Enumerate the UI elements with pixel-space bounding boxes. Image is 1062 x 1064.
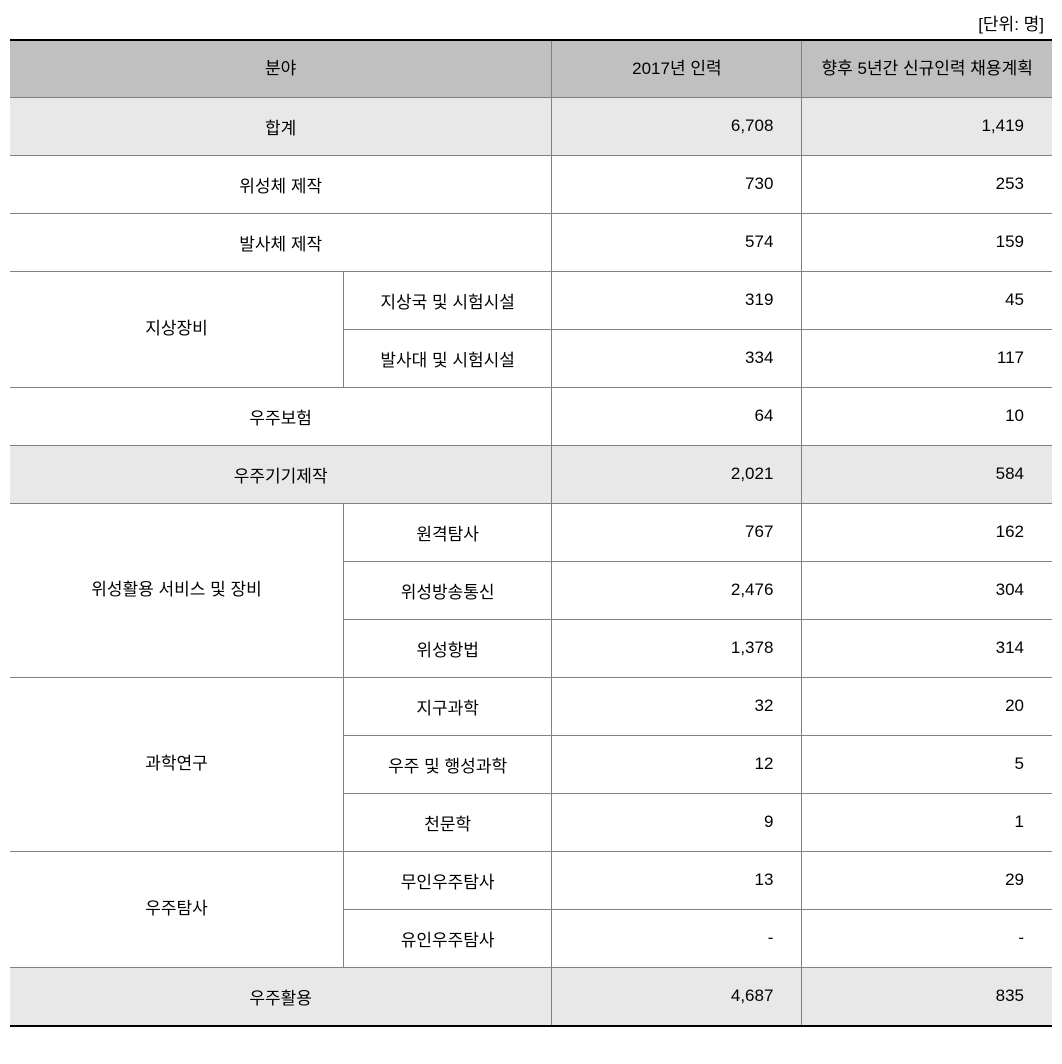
cell-label: 위성방송통신 [343,561,551,619]
cell-2017: 12 [552,735,802,793]
header-field: 분야 [10,40,552,97]
row-science-1: 과학연구 지구과학 32 20 [10,677,1052,735]
row-satellite-mfg: 위성체 제작 730 253 [10,155,1052,213]
cell-label: 원격탐사 [343,503,551,561]
row-subtotal-devices: 우주기기제작 2,021 584 [10,445,1052,503]
cell-2017: 9 [552,793,802,851]
row-total: 합계 6,708 1,419 [10,97,1052,155]
unit-label: [단위: 명] [10,10,1052,35]
cell-2017: 64 [552,387,802,445]
cell-future: 5 [802,735,1052,793]
cell-label: 지구과학 [343,677,551,735]
row-explore-1: 우주탐사 무인우주탐사 13 29 [10,851,1052,909]
group-ground-equipment: 지상장비 [10,271,343,387]
cell-label: 지상국 및 시험시설 [343,271,551,329]
row-subtotal-utilization: 우주활용 4,687 835 [10,967,1052,1026]
cell-2017: 767 [552,503,802,561]
row-insurance: 우주보험 64 10 [10,387,1052,445]
cell-label: 우주보험 [10,387,552,445]
cell-future: 314 [802,619,1052,677]
row-launcher-mfg: 발사체 제작 574 159 [10,213,1052,271]
cell-future: 29 [802,851,1052,909]
cell-future: 159 [802,213,1052,271]
cell-future: 117 [802,329,1052,387]
cell-2017: 2,021 [552,445,802,503]
header-row: 분야 2017년 인력 향후 5년간 신규인력 채용계획 [10,40,1052,97]
cell-2017: 319 [552,271,802,329]
cell-2017: 2,476 [552,561,802,619]
cell-label: 우주 및 행성과학 [343,735,551,793]
cell-total-label: 합계 [10,97,552,155]
cell-label: 유인우주탐사 [343,909,551,967]
cell-total-future: 1,419 [802,97,1052,155]
row-ground-1: 지상장비 지상국 및 시험시설 319 45 [10,271,1052,329]
cell-label: 우주기기제작 [10,445,552,503]
cell-total-2017: 6,708 [552,97,802,155]
cell-2017: 13 [552,851,802,909]
cell-2017: - [552,909,802,967]
group-satellite-service: 위성활용 서비스 및 장비 [10,503,343,677]
workforce-table: 분야 2017년 인력 향후 5년간 신규인력 채용계획 합계 6,708 1,… [10,39,1052,1027]
cell-label: 발사대 및 시험시설 [343,329,551,387]
row-satservice-1: 위성활용 서비스 및 장비 원격탐사 767 162 [10,503,1052,561]
cell-label: 무인우주탐사 [343,851,551,909]
cell-future: 253 [802,155,1052,213]
cell-future: 10 [802,387,1052,445]
cell-future: 835 [802,967,1052,1026]
cell-future: 20 [802,677,1052,735]
cell-future: 584 [802,445,1052,503]
cell-2017: 730 [552,155,802,213]
cell-future: - [802,909,1052,967]
cell-future: 1 [802,793,1052,851]
cell-future: 45 [802,271,1052,329]
cell-label: 발사체 제작 [10,213,552,271]
cell-future: 304 [802,561,1052,619]
group-space-exploration: 우주탐사 [10,851,343,967]
cell-label: 위성항법 [343,619,551,677]
cell-label: 천문학 [343,793,551,851]
header-2017: 2017년 인력 [552,40,802,97]
cell-2017: 574 [552,213,802,271]
cell-2017: 4,687 [552,967,802,1026]
cell-2017: 32 [552,677,802,735]
cell-future: 162 [802,503,1052,561]
group-science-research: 과학연구 [10,677,343,851]
cell-2017: 334 [552,329,802,387]
header-future: 향후 5년간 신규인력 채용계획 [802,40,1052,97]
cell-label: 우주활용 [10,967,552,1026]
cell-2017: 1,378 [552,619,802,677]
cell-label: 위성체 제작 [10,155,552,213]
